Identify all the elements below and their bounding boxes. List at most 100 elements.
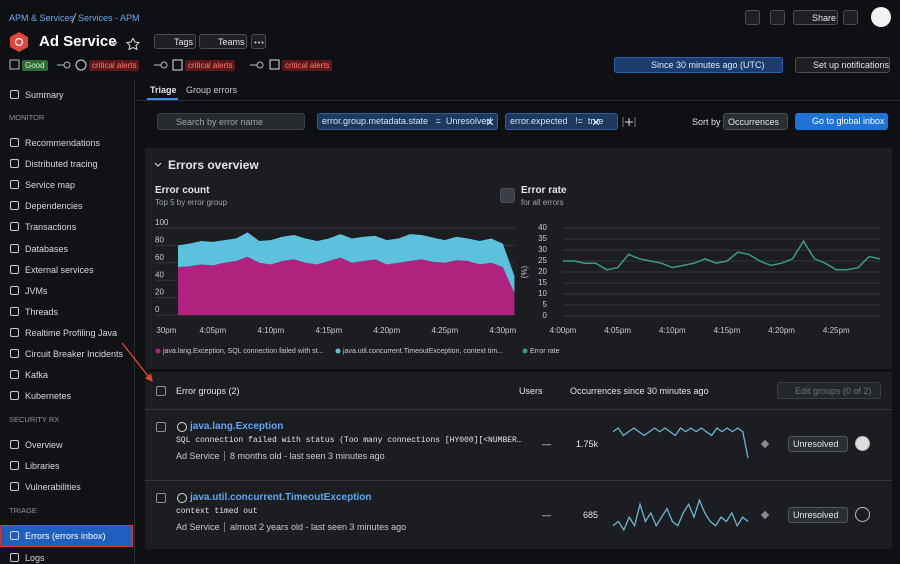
label: Teams xyxy=(218,37,245,47)
help-button[interactable] xyxy=(770,10,785,25)
error-message: SQL connection failed with status (Too m… xyxy=(176,436,522,445)
nav-item[interactable]: Distributed tracing xyxy=(25,159,98,170)
feedback-button[interactable] xyxy=(745,10,760,25)
label: Since 30 minutes ago (UTC) xyxy=(651,60,765,70)
nav-item[interactable]: Errors (errors inbox) xyxy=(25,531,106,542)
nav-item[interactable]: Libraries xyxy=(25,461,60,472)
tab[interactable]: Group errors xyxy=(186,85,238,95)
selected-item xyxy=(0,525,133,548)
nav-item[interactable]: JVMs xyxy=(25,285,48,296)
nav-icon xyxy=(10,243,19,253)
global-inbox-button[interactable]: Go to global inbox xyxy=(795,113,888,130)
nav-item[interactable]: Circuit Breaker Incidents xyxy=(25,349,124,359)
age: almost 2 years old - last seen 3 minutes… xyxy=(230,522,407,532)
sort-label: Sort by xyxy=(692,117,721,127)
nav-item[interactable]: Kafka xyxy=(25,370,49,381)
nav-item[interactable]: External services xyxy=(25,264,94,275)
nav-item[interactable]: Databases xyxy=(25,243,69,254)
chip-op: = xyxy=(435,116,441,126)
breadcrumb[interactable]: Services - APM xyxy=(78,13,140,23)
share-button[interactable]: Share xyxy=(793,10,838,25)
error-name[interactable]: java.lang.Exception xyxy=(190,421,284,432)
entity: Ad Service xyxy=(176,451,220,461)
label: Set up notifications xyxy=(813,60,890,70)
legend-swatch xyxy=(522,348,528,354)
search-box[interactable]: Search by error name xyxy=(157,113,305,130)
chart-title: Error count xyxy=(155,185,210,196)
nav-item[interactable]: Summary xyxy=(25,90,64,100)
y-tick-label: 80 xyxy=(155,236,164,245)
entity-icon xyxy=(10,32,28,52)
tab[interactable]: Triage xyxy=(150,85,177,95)
nav-icon xyxy=(10,285,19,295)
y-tick-label: 0 xyxy=(543,311,548,320)
nav-icon xyxy=(10,138,19,147)
nav-item[interactable]: Recommendations xyxy=(25,138,101,148)
chip-op: != xyxy=(575,116,583,126)
nav-heading: MONITOR xyxy=(9,113,45,122)
x-tick-label: 4:15pm xyxy=(315,326,342,335)
nav-item[interactable]: Logs xyxy=(25,552,45,563)
status-dropdown[interactable]: Unresolved xyxy=(788,507,848,523)
label: Occurrences xyxy=(728,117,780,127)
nav-icon xyxy=(10,440,19,450)
line xyxy=(563,239,881,271)
nav-heading: TRIAGE xyxy=(9,506,37,516)
checkbox[interactable] xyxy=(156,422,166,432)
alert-badge[interactable]: critical alerts xyxy=(185,60,236,71)
nav-item[interactable]: Threads xyxy=(25,306,59,317)
nav-item[interactable]: Service map xyxy=(25,180,76,191)
filter-chip[interactable]: error.group.metadata.state = Unresolved xyxy=(317,113,498,130)
chip-icons[interactable] xyxy=(486,117,636,127)
table-panel xyxy=(145,372,892,549)
alert-badge[interactable]: critical alerts xyxy=(282,60,333,71)
notifications-button[interactable]: Set up notifications xyxy=(795,57,890,73)
title-icons[interactable] xyxy=(111,38,141,50)
nav-item[interactable]: Dependencies xyxy=(25,201,83,212)
annotation-arrow xyxy=(121,342,153,383)
nav-item[interactable]: Overview xyxy=(25,440,63,451)
chip-key: error.expected xyxy=(510,116,568,126)
link-button[interactable] xyxy=(843,10,858,25)
label: Unresolved xyxy=(793,439,839,449)
y-tick-label: 20 xyxy=(538,267,547,276)
chart-menu[interactable] xyxy=(500,188,515,203)
edit-groups-button[interactable]: Edit groups (0 of 2) xyxy=(777,382,881,399)
sort-dropdown[interactable]: Occurrences xyxy=(723,113,788,130)
ai-button[interactable] xyxy=(871,7,891,27)
y-tick-label: 40 xyxy=(155,270,164,279)
assignee[interactable] xyxy=(855,507,870,522)
time-picker[interactable]: Since 30 minutes ago (UTC) xyxy=(614,57,783,73)
nav-heading: SECURITY RX xyxy=(9,415,60,425)
checkbox[interactable] xyxy=(156,386,166,396)
nav-item[interactable]: Vulnerabilities xyxy=(25,482,81,493)
column-header: Occurrences since 30 minutes ago xyxy=(570,386,709,396)
nav-icon xyxy=(10,370,19,380)
nav-item[interactable]: Kubernetes xyxy=(25,391,72,402)
error-name[interactable]: java.util.concurrent.TimeoutException xyxy=(190,492,372,503)
checkbox[interactable] xyxy=(156,493,166,503)
tags-button[interactable]: Tags xyxy=(154,34,196,49)
teams-button[interactable]: Teams xyxy=(199,34,247,49)
label: Tags xyxy=(174,37,194,47)
collapse-icon[interactable] xyxy=(154,162,162,167)
more-button[interactable] xyxy=(251,34,266,49)
users: — xyxy=(542,439,551,449)
chip-value: Unresolved xyxy=(445,116,492,126)
y-tick-label: 0 xyxy=(155,305,160,314)
alert-badge[interactable]: critical alerts xyxy=(89,60,140,71)
legend-label: java.lang.Exception, SQL connection fail… xyxy=(162,348,323,355)
nav-icon xyxy=(10,201,19,211)
label: Unresolved xyxy=(793,510,839,520)
x-tick-label: 30pm xyxy=(156,326,176,335)
nav-item[interactable]: Realtime Profiling Java xyxy=(25,327,118,338)
nav-icon xyxy=(10,180,19,190)
nav-icon xyxy=(10,552,19,562)
assignee[interactable] xyxy=(855,436,870,451)
breadcrumb[interactable]: APM & Services xyxy=(9,13,75,23)
status-dropdown[interactable]: Unresolved xyxy=(788,436,848,452)
sparkline xyxy=(612,427,749,459)
nav-item[interactable]: Transactions xyxy=(25,222,77,233)
users: — xyxy=(542,510,551,520)
